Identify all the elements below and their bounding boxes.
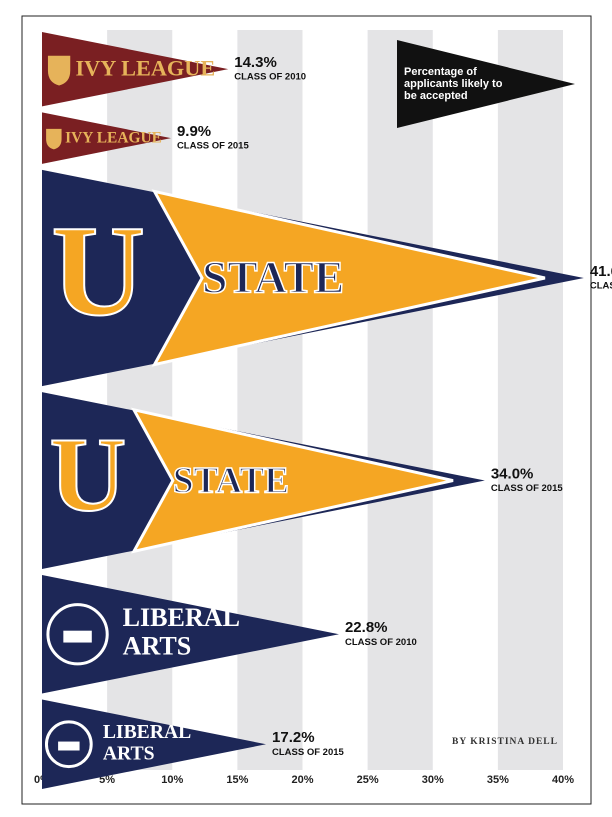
pennant-badge: U — [51, 199, 145, 343]
x-tick-label: 30% — [422, 774, 444, 786]
pennant-emblem — [44, 720, 93, 769]
x-tick-label: 35% — [487, 774, 509, 786]
x-tick-label: 25% — [357, 774, 379, 786]
pennant-text: ARTS — [103, 742, 155, 764]
pennant — [42, 32, 229, 107]
value-label: 14.3% — [234, 54, 277, 71]
x-tick-label: 20% — [291, 774, 313, 786]
pennant-inner — [131, 407, 454, 554]
legend-text: Percentage of — [404, 66, 477, 78]
pennant-text: IVY LEAGUE — [65, 130, 162, 147]
pennant-text: STATE — [202, 253, 344, 303]
pennant-book — [63, 630, 92, 643]
x-tick-label: 15% — [226, 774, 248, 786]
value-label: 22.8% — [345, 619, 388, 636]
x-tick-label: 40% — [552, 774, 574, 786]
class-label: CLASS OF 2015 — [491, 483, 564, 494]
x-tick-label: 10% — [161, 774, 183, 786]
grid-band — [497, 30, 563, 770]
legend-pennant — [397, 40, 575, 128]
class-label: CLASS OF 2010 — [590, 281, 612, 292]
pennant-book — [58, 741, 80, 751]
pennant-text: LIBERAL — [123, 603, 240, 632]
value-label: 34.0% — [491, 466, 534, 483]
value-label: 9.9% — [177, 123, 211, 140]
pennant-shield — [46, 128, 62, 150]
pennant-text: LIBERAL — [103, 721, 191, 743]
value-label: 17.2% — [272, 729, 315, 746]
class-label: CLASS OF 2010 — [234, 72, 306, 83]
pennant-emblem — [46, 603, 109, 666]
class-label: CLASS OF 2015 — [272, 747, 345, 758]
pennant — [42, 574, 339, 694]
pennant-text: ARTS — [123, 631, 192, 660]
frame — [21, 15, 592, 805]
value-label: 41.6% — [590, 263, 612, 280]
class-label: CLASS OF 2015 — [177, 141, 250, 152]
legend-text: be accepted — [404, 90, 468, 102]
pennant-inner — [151, 189, 546, 367]
pennant-text: IVY LEAGUE — [75, 55, 215, 80]
pennant — [42, 699, 267, 789]
pennant — [42, 112, 171, 164]
x-tick-label: 5% — [99, 774, 115, 786]
pennant-shield — [47, 55, 71, 86]
grid-band — [367, 30, 433, 770]
pennant-text: STATE — [173, 461, 289, 502]
legend-text: applicants likely to — [404, 78, 503, 90]
class-label: CLASS OF 2010 — [345, 637, 417, 648]
credit: BY KRISTINA DELL — [452, 737, 558, 747]
pennant-badge: U — [50, 415, 127, 533]
